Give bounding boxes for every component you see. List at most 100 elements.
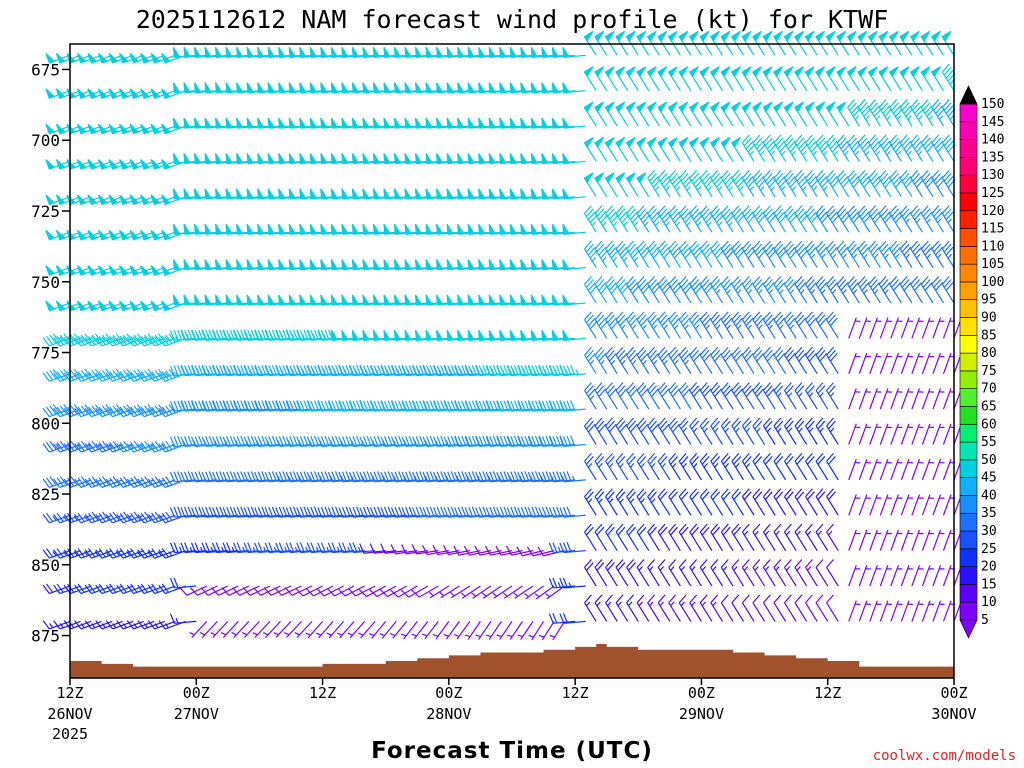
barb-flag xyxy=(45,583,54,593)
barb-flag xyxy=(147,478,156,488)
barb-flag xyxy=(109,548,117,558)
barb-flag xyxy=(101,405,110,415)
barb-half-flag xyxy=(105,551,110,557)
barb-flag xyxy=(137,337,145,347)
wind-barb xyxy=(233,471,260,483)
barb-staff xyxy=(216,443,239,448)
barb-pennant xyxy=(183,82,191,94)
barb-pennant xyxy=(267,223,276,235)
barb-pennant xyxy=(161,53,171,64)
wind-barb xyxy=(236,259,260,271)
barb-flag xyxy=(201,542,207,553)
barb-staff xyxy=(112,479,134,488)
barb-flag xyxy=(56,442,64,452)
barb-staff xyxy=(300,408,323,412)
wind-barb xyxy=(317,506,344,518)
wind-barb xyxy=(222,506,249,518)
barb-flag xyxy=(74,372,82,382)
barb-flag xyxy=(88,583,96,593)
barb-staff xyxy=(237,550,260,554)
barb-flag xyxy=(320,506,326,518)
barb-staff xyxy=(174,337,197,341)
barb-flag xyxy=(74,443,82,453)
barb-flag xyxy=(201,365,207,376)
barb-flag xyxy=(165,476,173,486)
barb-flag xyxy=(169,330,175,341)
wind-barb xyxy=(74,512,102,524)
barb-pennant xyxy=(309,294,318,306)
barb-flag xyxy=(324,400,330,411)
wind-barb xyxy=(211,585,239,596)
barb-flag xyxy=(190,436,196,447)
barb-staff xyxy=(101,514,123,524)
wind-barb xyxy=(126,368,155,382)
barb-pennant xyxy=(140,123,150,135)
barb-pennant xyxy=(140,265,150,276)
barb-flag xyxy=(313,329,319,340)
barb-pennant xyxy=(193,223,202,235)
barb-flag xyxy=(240,329,246,340)
barb-flag xyxy=(187,365,193,376)
barb-flag xyxy=(45,371,54,381)
barb-flag xyxy=(59,370,68,380)
wind-barb xyxy=(190,506,218,518)
barb-pennant xyxy=(140,194,150,206)
barb-half-flag xyxy=(55,443,60,449)
barb-pennant xyxy=(119,159,129,170)
barb-flag xyxy=(158,337,166,347)
barb-pennant xyxy=(45,229,56,241)
barb-pennant xyxy=(66,53,77,64)
barb-flag xyxy=(247,330,253,341)
barb-flag xyxy=(187,506,193,517)
barb-staff xyxy=(216,337,239,341)
barb-flag xyxy=(200,587,209,596)
barb-flag xyxy=(109,477,117,487)
barb-staff xyxy=(174,408,197,412)
wind-barb xyxy=(147,620,176,630)
barb-flag xyxy=(45,406,54,416)
barb-flag xyxy=(282,471,288,482)
barb-staff xyxy=(290,514,313,518)
wind-barb xyxy=(126,476,155,488)
wind-barb xyxy=(84,620,113,630)
barb-pennant xyxy=(288,259,297,271)
barb-flag xyxy=(126,333,134,343)
barb-staff xyxy=(269,479,292,483)
barb-flag xyxy=(212,401,218,412)
barb-flag xyxy=(88,371,96,381)
wind-barb xyxy=(233,506,260,518)
barb-flag xyxy=(169,401,175,412)
barb-staff xyxy=(247,550,271,554)
barb-flag xyxy=(98,335,106,346)
barb-flag xyxy=(222,436,228,447)
wind-barb xyxy=(243,435,271,448)
barb-flag xyxy=(271,435,277,447)
barb-staff xyxy=(133,408,155,418)
wind-barb xyxy=(316,585,344,597)
barb-staff xyxy=(290,443,313,448)
barb-flag xyxy=(137,514,145,524)
barb-flag xyxy=(119,512,127,522)
barb-flag xyxy=(247,471,253,482)
barb-flag xyxy=(208,329,214,340)
wind-barb xyxy=(158,440,186,453)
barb-flag xyxy=(247,400,253,411)
barb-staff xyxy=(279,337,302,341)
barb-flag xyxy=(84,372,92,382)
barb-flag xyxy=(53,584,61,594)
barb-staff xyxy=(279,550,302,554)
barb-flag xyxy=(247,542,253,553)
wind-barb xyxy=(42,620,71,630)
barb-staff xyxy=(122,550,144,559)
barb-flag xyxy=(59,476,68,486)
barb-flag xyxy=(112,511,120,521)
barb-staff xyxy=(49,479,71,488)
barb-flag xyxy=(105,404,113,414)
barb-flag xyxy=(59,405,68,415)
wind-barb xyxy=(233,542,260,554)
barb-staff xyxy=(122,337,144,347)
barb-flag xyxy=(177,471,183,482)
barb-flag xyxy=(292,506,298,517)
barb-half-flag xyxy=(161,443,166,449)
barb-staff xyxy=(80,514,102,524)
